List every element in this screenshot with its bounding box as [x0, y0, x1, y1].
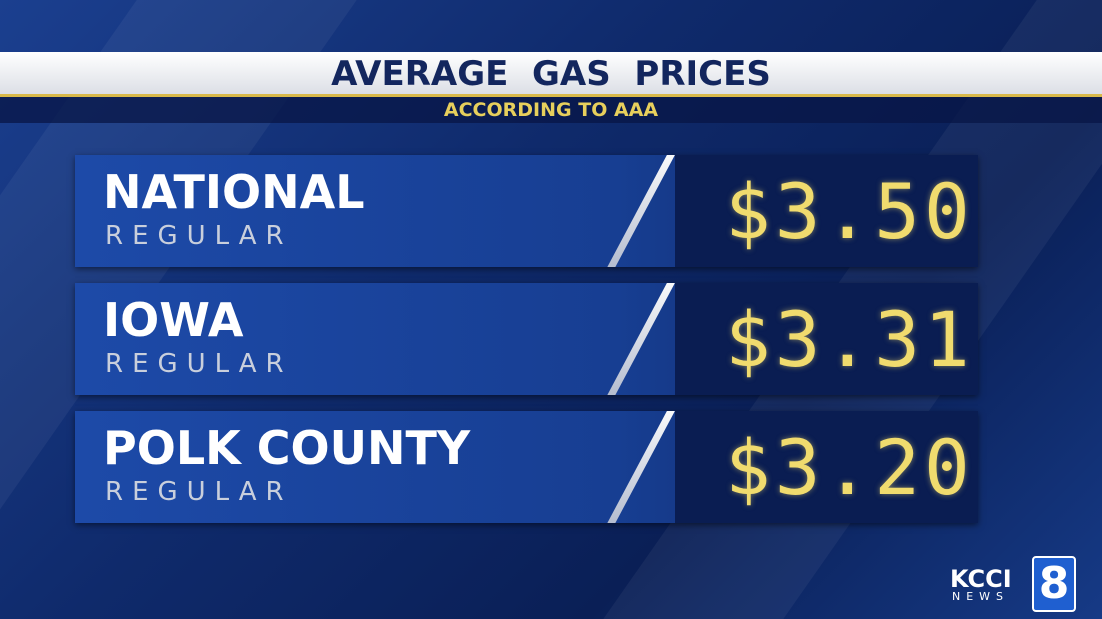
price-box — [675, 155, 978, 267]
price-row: IOWA REGULAR $3.31 — [75, 283, 978, 395]
row-label: IOWA — [103, 293, 244, 347]
row-price: $3.20 — [725, 423, 974, 512]
row-sublabel: REGULAR — [105, 477, 293, 507]
divider — [597, 155, 681, 267]
divider — [597, 411, 681, 523]
title: AVERAGE GAS PRICES — [331, 54, 771, 94]
logo-name: KCCI — [950, 565, 1012, 593]
subtitle: ACCORDING TO AAA — [443, 99, 659, 121]
price-box — [675, 283, 978, 395]
row-sublabel: REGULAR — [105, 221, 293, 251]
title-banner — [0, 52, 1102, 97]
price-box — [675, 411, 978, 523]
logo-channel: 8 — [1032, 556, 1076, 612]
price-row: NATIONAL REGULAR $3.50 — [75, 155, 978, 267]
price-row: POLK COUNTY REGULAR $3.20 — [75, 411, 978, 523]
row-price: $3.31 — [725, 295, 974, 384]
divider — [597, 283, 681, 395]
row-price: $3.50 — [725, 167, 974, 256]
row-label: POLK COUNTY — [103, 421, 471, 475]
logo-news: NEWS — [952, 590, 1010, 603]
row-label: NATIONAL — [103, 165, 365, 219]
subtitle-strip — [0, 97, 1102, 123]
row-sublabel: REGULAR — [105, 349, 293, 379]
